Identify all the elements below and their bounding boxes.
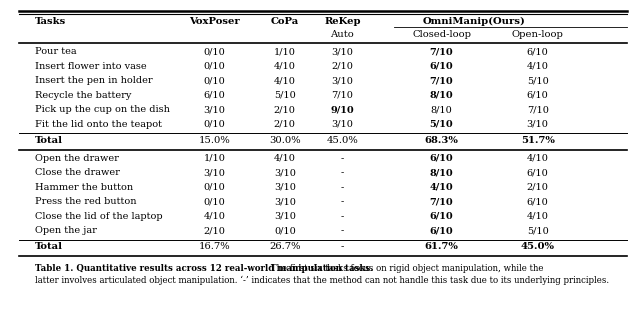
Text: -: - [340, 154, 344, 163]
Text: 6/10: 6/10 [429, 212, 454, 221]
Text: OmniManip(Ours): OmniManip(Ours) [422, 17, 525, 26]
Text: -: - [340, 168, 344, 177]
Text: 15.0%: 15.0% [198, 136, 230, 145]
Text: 3/10: 3/10 [274, 212, 296, 221]
Text: Pick up the cup on the dish: Pick up the cup on the dish [35, 106, 170, 115]
Text: -: - [340, 212, 344, 221]
Text: 8/10: 8/10 [431, 106, 452, 115]
Text: 6/10: 6/10 [527, 197, 548, 206]
Text: 4/10: 4/10 [429, 183, 454, 192]
Text: 3/10: 3/10 [274, 168, 296, 177]
Text: 3/10: 3/10 [204, 106, 225, 115]
Text: Open the drawer: Open the drawer [35, 154, 119, 163]
Text: 6/10: 6/10 [429, 154, 454, 163]
Text: -: - [340, 242, 344, 251]
Text: 5/10: 5/10 [527, 226, 548, 235]
Text: 2/10: 2/10 [274, 106, 296, 115]
Text: 7/10: 7/10 [332, 91, 353, 100]
Text: 0/10: 0/10 [204, 48, 225, 56]
Text: -: - [340, 183, 344, 192]
Text: 6/10: 6/10 [527, 91, 548, 100]
Text: 5/10: 5/10 [527, 77, 548, 85]
Text: 4/10: 4/10 [527, 212, 548, 221]
Text: Close the lid of the laptop: Close the lid of the laptop [35, 212, 163, 221]
Text: 0/10: 0/10 [204, 183, 225, 192]
Text: 0/10: 0/10 [274, 226, 296, 235]
Text: Hammer the button: Hammer the button [35, 183, 133, 192]
Text: Tasks: Tasks [35, 17, 67, 26]
Text: 3/10: 3/10 [274, 197, 296, 206]
Text: 45.0%: 45.0% [520, 242, 555, 251]
Text: VoxPoser: VoxPoser [189, 17, 240, 26]
Text: Close the drawer: Close the drawer [35, 168, 120, 177]
Text: 3/10: 3/10 [204, 168, 225, 177]
Text: 7/10: 7/10 [429, 48, 454, 56]
Text: ReKep: ReKep [324, 17, 361, 26]
Text: 5/10: 5/10 [429, 120, 454, 129]
Text: Recycle the battery: Recycle the battery [35, 91, 132, 100]
Text: 6/10: 6/10 [429, 226, 454, 235]
Text: 8/10: 8/10 [429, 168, 454, 177]
Text: 4/10: 4/10 [204, 212, 225, 221]
Text: 3/10: 3/10 [332, 48, 353, 56]
Text: Press the red button: Press the red button [35, 197, 137, 206]
Text: 2/10: 2/10 [527, 183, 548, 192]
Text: 0/10: 0/10 [204, 197, 225, 206]
Text: -: - [340, 197, 344, 206]
Text: 6/10: 6/10 [527, 168, 548, 177]
Text: 5/10: 5/10 [274, 91, 296, 100]
Text: Table 1. Quantitative results across 12 real-world manipulation tasks.: Table 1. Quantitative results across 12 … [35, 263, 374, 273]
Text: 7/10: 7/10 [527, 106, 548, 115]
Text: Total: Total [35, 136, 63, 145]
Text: 61.7%: 61.7% [425, 242, 458, 251]
Text: -: - [340, 226, 344, 235]
Text: 1/10: 1/10 [204, 154, 225, 163]
Text: 2/10: 2/10 [274, 120, 296, 129]
Text: 6/10: 6/10 [204, 91, 225, 100]
Text: Insert the pen in holder: Insert the pen in holder [35, 77, 153, 85]
Text: 8/10: 8/10 [429, 91, 454, 100]
Text: 4/10: 4/10 [527, 154, 548, 163]
Text: 2/10: 2/10 [204, 226, 225, 235]
Text: 30.0%: 30.0% [269, 136, 301, 145]
Text: Closed-loop: Closed-loop [412, 30, 471, 39]
Text: 9/10: 9/10 [330, 106, 355, 115]
Text: Open the jar: Open the jar [35, 226, 97, 235]
Text: 26.7%: 26.7% [269, 242, 301, 251]
Text: 4/10: 4/10 [274, 154, 296, 163]
Text: 2/10: 2/10 [332, 62, 353, 71]
Text: Total: Total [35, 242, 63, 251]
Text: latter involves articulated object manipulation. ‘-’ indicates that the method c: latter involves articulated object manip… [35, 276, 609, 285]
Text: 0/10: 0/10 [204, 77, 225, 85]
Text: 3/10: 3/10 [274, 183, 296, 192]
Text: 4/10: 4/10 [527, 62, 548, 71]
Text: 3/10: 3/10 [332, 120, 353, 129]
Text: 16.7%: 16.7% [198, 242, 230, 251]
Text: 45.0%: 45.0% [326, 136, 358, 145]
Text: 0/10: 0/10 [204, 120, 225, 129]
Text: 6/10: 6/10 [527, 48, 548, 56]
Text: Open-loop: Open-loop [511, 30, 564, 39]
Text: Auto: Auto [330, 30, 355, 39]
Text: Pour tea: Pour tea [35, 48, 77, 56]
Text: Insert flower into vase: Insert flower into vase [35, 62, 147, 71]
Text: 1/10: 1/10 [274, 48, 296, 56]
Text: The first six tasks focus on rigid object manipulation, while the: The first six tasks focus on rigid objec… [268, 263, 543, 273]
Text: Fit the lid onto the teapot: Fit the lid onto the teapot [35, 120, 162, 129]
Text: 6/10: 6/10 [429, 62, 454, 71]
Text: 3/10: 3/10 [527, 120, 548, 129]
Text: 4/10: 4/10 [274, 62, 296, 71]
Text: CoPa: CoPa [271, 17, 299, 26]
Text: 68.3%: 68.3% [425, 136, 458, 145]
Text: 7/10: 7/10 [429, 197, 454, 206]
Text: 51.7%: 51.7% [521, 136, 554, 145]
Text: 7/10: 7/10 [429, 77, 454, 85]
Text: 0/10: 0/10 [204, 62, 225, 71]
Text: 3/10: 3/10 [332, 77, 353, 85]
Text: 4/10: 4/10 [274, 77, 296, 85]
